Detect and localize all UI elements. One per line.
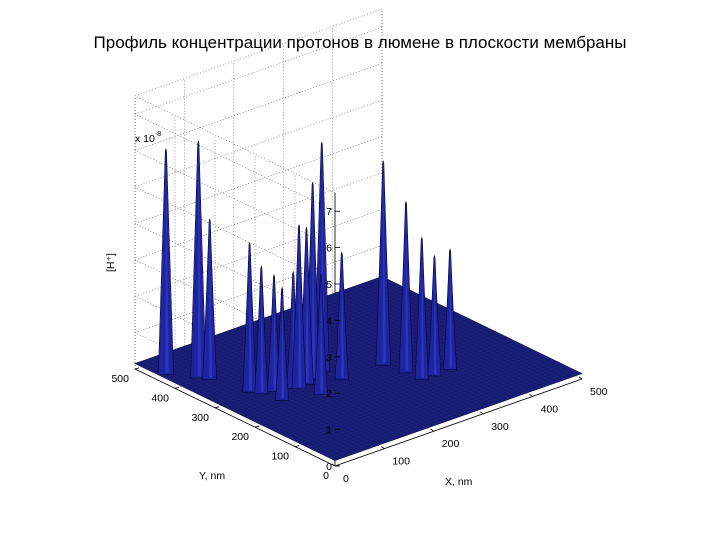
surface-mesh-line — [312, 300, 513, 399]
grid-line-z-back — [134, 208, 383, 297]
z-tick-label: 1 — [326, 425, 332, 437]
surface-peak-highlight — [273, 277, 277, 390]
x-tick-label: 400 — [541, 403, 559, 415]
grid-line-z-back — [134, 99, 383, 188]
box-edge — [134, 95, 336, 194]
surface-peak-highlight — [405, 204, 409, 371]
z-tick-label: 3 — [326, 352, 332, 364]
x-tick-label: 200 — [442, 438, 460, 450]
surface-peak-highlight — [281, 290, 285, 399]
grid-line-z-back — [134, 172, 383, 261]
y-tick-label: 200 — [231, 431, 249, 443]
surface-mesh-line — [342, 290, 543, 388]
x-tick-label: 500 — [590, 386, 608, 398]
z-multiplier-exponent: -8 — [155, 131, 161, 138]
y-tick-label: 100 — [271, 451, 289, 463]
x-tick-label: 300 — [491, 421, 509, 433]
surface-peak-highlight — [382, 164, 386, 364]
grid-line-z-left — [134, 259, 336, 358]
surface-peak-highlight — [312, 185, 316, 378]
y-tick-mark — [214, 406, 220, 409]
surface-peak-highlight — [305, 230, 309, 383]
surface-peak-highlight — [421, 240, 425, 378]
grid-line-z-left — [134, 113, 336, 212]
axis-ticks: 0 1 2 3 4 5 6 7 0 100 200 300 400 500 0 100 200 300 400 500 — [111, 206, 607, 485]
y-tick-mark — [174, 387, 180, 389]
surface-mesh-line — [327, 295, 528, 393]
y-axis-line — [134, 368, 336, 467]
z-tick-label: 5 — [326, 279, 332, 291]
grid-line-z-back — [134, 26, 383, 115]
z-tick-label: 0 — [326, 461, 332, 473]
x-axis-label: X, nm — [445, 476, 473, 488]
grid-line-z-left — [134, 150, 336, 248]
surface-mesh-line — [297, 305, 499, 404]
surface-peak-highlight — [260, 269, 264, 392]
x-tick-label: 100 — [392, 456, 410, 468]
surface-peak-highlight — [209, 222, 213, 378]
box-edge — [134, 8, 383, 97]
grid-line-z-back — [134, 136, 383, 224]
x-tick-mark — [578, 376, 583, 380]
z-tick-label: 6 — [326, 243, 332, 255]
z-multiplier: x 10-8 — [135, 131, 161, 145]
z-tick-label: 7 — [326, 206, 332, 218]
surface-mesh-line — [376, 278, 578, 376]
surface-peak-highlight — [298, 227, 302, 387]
surface-peaks — [158, 140, 457, 401]
surface-peak-highlight — [165, 151, 169, 373]
y-tick-mark — [294, 445, 300, 447]
y-axis-label: Y, nm — [199, 470, 225, 482]
surface-peak-highlight — [433, 258, 437, 374]
surface-mesh-line — [362, 283, 563, 381]
x-tick-label: 0 — [343, 473, 349, 485]
x-tick-mark — [430, 428, 435, 432]
x-tick-mark — [381, 446, 385, 449]
z-multiplier-base: x 10 — [135, 133, 155, 145]
z-tick-label: 2 — [326, 388, 332, 400]
surface-mesh-line — [357, 285, 558, 383]
grid-line-z-left — [134, 223, 336, 321]
y-tick-label: 300 — [191, 412, 209, 424]
y-tick-mark — [334, 464, 340, 467]
surface-mesh-line — [142, 280, 391, 368]
x-axis-line — [334, 378, 583, 467]
y-tick-mark — [254, 425, 260, 428]
surface-peak-highlight — [449, 252, 453, 368]
x-tick-mark — [529, 394, 533, 397]
grid-line-z-back — [134, 63, 383, 151]
surface-mesh-line — [146, 282, 395, 370]
grid-line-z-left — [134, 186, 336, 285]
y-tick-label: 0 — [323, 470, 329, 482]
z-axis-label: [H⁺] — [105, 253, 117, 272]
surface-peak-highlight — [197, 144, 202, 377]
z-tick-label: 4 — [326, 315, 332, 327]
chart-title: Профиль концентрации протонов в люмене в… — [93, 33, 627, 52]
y-tick-label: 500 — [111, 373, 129, 385]
y-tick-label: 400 — [151, 392, 169, 404]
y-tick-mark — [134, 367, 140, 370]
surface-peak-highlight — [341, 255, 344, 378]
surface-peak-highlight — [320, 277, 324, 393]
x-tick-mark — [479, 411, 484, 415]
surface-mesh-line — [367, 281, 568, 379]
surface-peak-highlight — [249, 245, 252, 391]
